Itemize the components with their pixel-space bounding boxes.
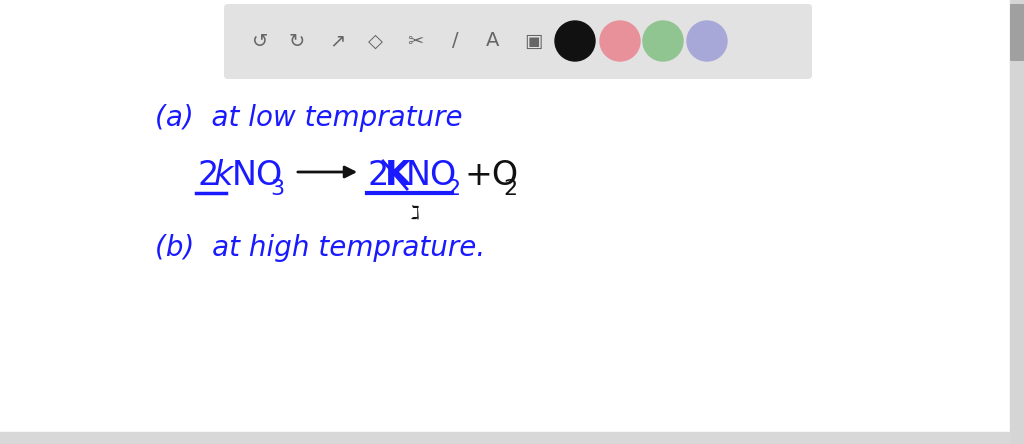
Bar: [1010, 0, 1024, 444]
Text: ▣: ▣: [524, 32, 542, 51]
Text: 2: 2: [368, 159, 389, 191]
Circle shape: [600, 21, 640, 61]
Bar: [0, 432, 1010, 444]
Text: 2: 2: [446, 179, 460, 199]
Text: NO: NO: [232, 159, 284, 191]
Text: /: /: [452, 32, 459, 51]
Text: 3: 3: [270, 179, 284, 199]
Text: (a)  at low temprature: (a) at low temprature: [155, 104, 463, 132]
Text: ℷ: ℷ: [411, 203, 420, 222]
Text: A: A: [486, 32, 500, 51]
Text: ↺: ↺: [252, 32, 268, 51]
Text: k: k: [214, 159, 233, 191]
Text: ✂: ✂: [407, 32, 423, 51]
Text: +O: +O: [465, 159, 519, 191]
Circle shape: [555, 21, 595, 61]
Text: NO: NO: [406, 159, 458, 191]
FancyBboxPatch shape: [1010, 4, 1024, 61]
Text: ↻: ↻: [289, 32, 305, 51]
Text: 2: 2: [197, 159, 218, 191]
Circle shape: [687, 21, 727, 61]
Text: ↗: ↗: [329, 32, 345, 51]
FancyBboxPatch shape: [224, 4, 812, 79]
Text: K: K: [385, 159, 411, 191]
Text: ◇: ◇: [368, 32, 383, 51]
Text: 2: 2: [503, 179, 517, 199]
Circle shape: [643, 21, 683, 61]
Text: (b)  at high temprature.: (b) at high temprature.: [155, 234, 485, 262]
